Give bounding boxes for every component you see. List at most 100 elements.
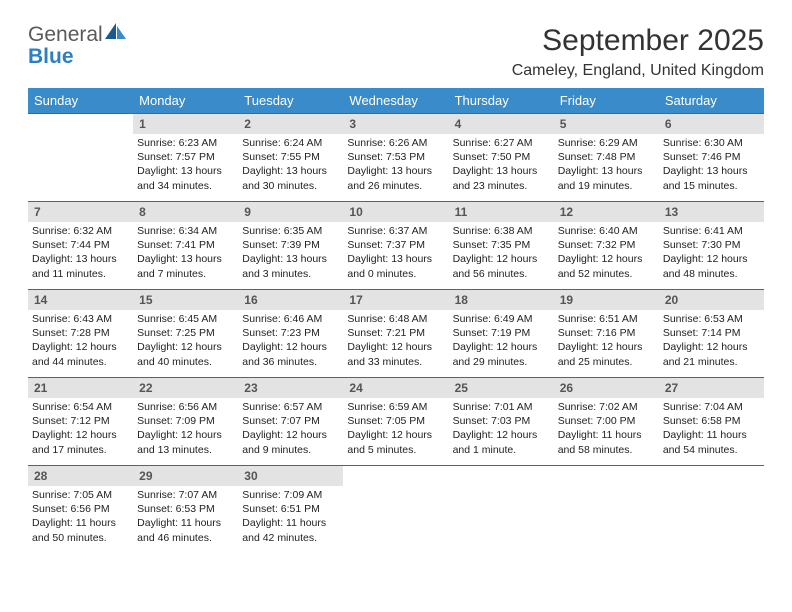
day-body: Sunrise: 6:53 AMSunset: 7:14 PMDaylight:… xyxy=(659,310,764,373)
sunrise-text: Sunrise: 6:49 AM xyxy=(453,312,550,326)
daylight-text: Daylight: 13 hours and 3 minutes. xyxy=(242,252,339,280)
daylight-text: Daylight: 11 hours and 42 minutes. xyxy=(242,516,339,544)
daylight-text: Daylight: 13 hours and 30 minutes. xyxy=(242,164,339,192)
sunset-text: Sunset: 7:32 PM xyxy=(558,238,655,252)
header: General Blue September 2025 Cameley, Eng… xyxy=(28,24,764,80)
sunset-text: Sunset: 7:09 PM xyxy=(137,414,234,428)
day-body: Sunrise: 7:09 AMSunset: 6:51 PMDaylight:… xyxy=(238,486,343,549)
day-body: Sunrise: 6:32 AMSunset: 7:44 PMDaylight:… xyxy=(28,222,133,285)
calendar-cell: 2Sunrise: 6:24 AMSunset: 7:55 PMDaylight… xyxy=(238,114,343,202)
sunrise-text: Sunrise: 6:23 AM xyxy=(137,136,234,150)
sunrise-text: Sunrise: 6:38 AM xyxy=(453,224,550,238)
sunrise-text: Sunrise: 6:46 AM xyxy=(242,312,339,326)
day-number: 4 xyxy=(449,114,554,134)
day-number: 19 xyxy=(554,290,659,310)
day-body: Sunrise: 6:43 AMSunset: 7:28 PMDaylight:… xyxy=(28,310,133,373)
sunrise-text: Sunrise: 7:05 AM xyxy=(32,488,129,502)
calendar-cell: 11Sunrise: 6:38 AMSunset: 7:35 PMDayligh… xyxy=(449,202,554,290)
weekday-monday: Monday xyxy=(133,88,238,114)
day-body: Sunrise: 6:27 AMSunset: 7:50 PMDaylight:… xyxy=(449,134,554,197)
sunset-text: Sunset: 7:44 PM xyxy=(32,238,129,252)
day-number: 23 xyxy=(238,378,343,398)
daylight-text: Daylight: 13 hours and 15 minutes. xyxy=(663,164,760,192)
calendar-row: 14Sunrise: 6:43 AMSunset: 7:28 PMDayligh… xyxy=(28,290,764,378)
weekday-friday: Friday xyxy=(554,88,659,114)
day-number: 12 xyxy=(554,202,659,222)
sunset-text: Sunset: 7:28 PM xyxy=(32,326,129,340)
day-number: 28 xyxy=(28,466,133,486)
sunset-text: Sunset: 7:30 PM xyxy=(663,238,760,252)
title-block: September 2025 Cameley, England, United … xyxy=(512,24,764,80)
calendar-page: General Blue September 2025 Cameley, Eng… xyxy=(0,0,792,578)
day-body: Sunrise: 6:26 AMSunset: 7:53 PMDaylight:… xyxy=(343,134,448,197)
day-body: Sunrise: 6:59 AMSunset: 7:05 PMDaylight:… xyxy=(343,398,448,461)
calendar-row: 21Sunrise: 6:54 AMSunset: 7:12 PMDayligh… xyxy=(28,378,764,466)
daylight-text: Daylight: 12 hours and 33 minutes. xyxy=(347,340,444,368)
day-body: Sunrise: 6:45 AMSunset: 7:25 PMDaylight:… xyxy=(133,310,238,373)
day-body: Sunrise: 6:38 AMSunset: 7:35 PMDaylight:… xyxy=(449,222,554,285)
calendar-cell: 27Sunrise: 7:04 AMSunset: 6:58 PMDayligh… xyxy=(659,378,764,466)
day-number: 16 xyxy=(238,290,343,310)
day-number: 21 xyxy=(28,378,133,398)
sunset-text: Sunset: 7:57 PM xyxy=(137,150,234,164)
day-number: 18 xyxy=(449,290,554,310)
day-number: 3 xyxy=(343,114,448,134)
sunrise-text: Sunrise: 6:32 AM xyxy=(32,224,129,238)
day-body: Sunrise: 7:01 AMSunset: 7:03 PMDaylight:… xyxy=(449,398,554,461)
calendar-cell: 30Sunrise: 7:09 AMSunset: 6:51 PMDayligh… xyxy=(238,466,343,554)
day-body: Sunrise: 6:56 AMSunset: 7:09 PMDaylight:… xyxy=(133,398,238,461)
sunrise-text: Sunrise: 7:07 AM xyxy=(137,488,234,502)
sunset-text: Sunset: 7:21 PM xyxy=(347,326,444,340)
calendar-cell: 1Sunrise: 6:23 AMSunset: 7:57 PMDaylight… xyxy=(133,114,238,202)
sunrise-text: Sunrise: 6:43 AM xyxy=(32,312,129,326)
daylight-text: Daylight: 12 hours and 44 minutes. xyxy=(32,340,129,368)
day-body: Sunrise: 6:34 AMSunset: 7:41 PMDaylight:… xyxy=(133,222,238,285)
calendar-cell xyxy=(554,466,659,554)
day-body: Sunrise: 6:51 AMSunset: 7:16 PMDaylight:… xyxy=(554,310,659,373)
weekday-wednesday: Wednesday xyxy=(343,88,448,114)
day-number: 27 xyxy=(659,378,764,398)
sunrise-text: Sunrise: 6:41 AM xyxy=(663,224,760,238)
sunset-text: Sunset: 7:23 PM xyxy=(242,326,339,340)
calendar-cell: 21Sunrise: 6:54 AMSunset: 7:12 PMDayligh… xyxy=(28,378,133,466)
daylight-text: Daylight: 11 hours and 46 minutes. xyxy=(137,516,234,544)
day-body: Sunrise: 6:24 AMSunset: 7:55 PMDaylight:… xyxy=(238,134,343,197)
day-number: 17 xyxy=(343,290,448,310)
day-number: 10 xyxy=(343,202,448,222)
calendar-cell: 26Sunrise: 7:02 AMSunset: 7:00 PMDayligh… xyxy=(554,378,659,466)
sunrise-text: Sunrise: 6:37 AM xyxy=(347,224,444,238)
daylight-text: Daylight: 12 hours and 17 minutes. xyxy=(32,428,129,456)
day-body: Sunrise: 6:37 AMSunset: 7:37 PMDaylight:… xyxy=(343,222,448,285)
calendar-cell: 29Sunrise: 7:07 AMSunset: 6:53 PMDayligh… xyxy=(133,466,238,554)
daylight-text: Daylight: 12 hours and 40 minutes. xyxy=(137,340,234,368)
daylight-text: Daylight: 13 hours and 11 minutes. xyxy=(32,252,129,280)
sunrise-text: Sunrise: 6:24 AM xyxy=(242,136,339,150)
daylight-text: Daylight: 11 hours and 50 minutes. xyxy=(32,516,129,544)
day-number: 26 xyxy=(554,378,659,398)
day-body: Sunrise: 6:23 AMSunset: 7:57 PMDaylight:… xyxy=(133,134,238,197)
day-body: Sunrise: 6:48 AMSunset: 7:21 PMDaylight:… xyxy=(343,310,448,373)
weekday-thursday: Thursday xyxy=(449,88,554,114)
sunset-text: Sunset: 6:51 PM xyxy=(242,502,339,516)
calendar-cell: 23Sunrise: 6:57 AMSunset: 7:07 PMDayligh… xyxy=(238,378,343,466)
weekday-saturday: Saturday xyxy=(659,88,764,114)
logo-sail-icon xyxy=(105,23,127,46)
sunrise-text: Sunrise: 6:34 AM xyxy=(137,224,234,238)
calendar-cell: 8Sunrise: 6:34 AMSunset: 7:41 PMDaylight… xyxy=(133,202,238,290)
day-body: Sunrise: 6:41 AMSunset: 7:30 PMDaylight:… xyxy=(659,222,764,285)
sunrise-text: Sunrise: 7:09 AM xyxy=(242,488,339,502)
calendar-cell: 16Sunrise: 6:46 AMSunset: 7:23 PMDayligh… xyxy=(238,290,343,378)
day-body: Sunrise: 6:35 AMSunset: 7:39 PMDaylight:… xyxy=(238,222,343,285)
day-number: 6 xyxy=(659,114,764,134)
daylight-text: Daylight: 13 hours and 7 minutes. xyxy=(137,252,234,280)
sunrise-text: Sunrise: 7:02 AM xyxy=(558,400,655,414)
sunset-text: Sunset: 7:39 PM xyxy=(242,238,339,252)
calendar-cell: 12Sunrise: 6:40 AMSunset: 7:32 PMDayligh… xyxy=(554,202,659,290)
day-number: 22 xyxy=(133,378,238,398)
day-number: 5 xyxy=(554,114,659,134)
sunrise-text: Sunrise: 6:29 AM xyxy=(558,136,655,150)
day-number: 24 xyxy=(343,378,448,398)
daylight-text: Daylight: 12 hours and 5 minutes. xyxy=(347,428,444,456)
sunset-text: Sunset: 7:05 PM xyxy=(347,414,444,428)
daylight-text: Daylight: 12 hours and 56 minutes. xyxy=(453,252,550,280)
